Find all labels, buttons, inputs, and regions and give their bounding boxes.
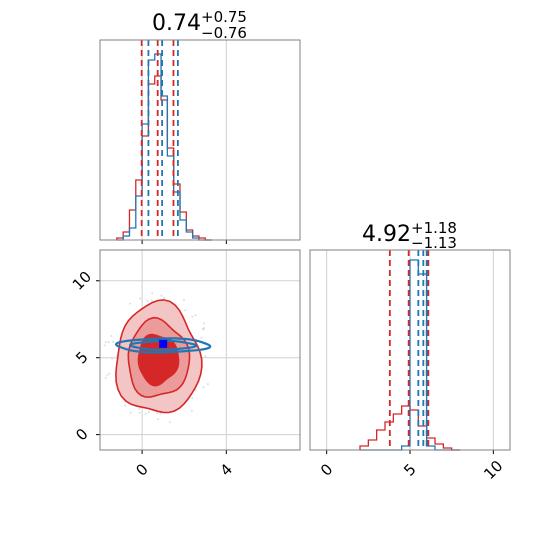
scatter-point bbox=[129, 302, 132, 305]
panel1-histogram: 0 5 10 bbox=[309, 249, 511, 483]
scatter-point bbox=[110, 334, 113, 337]
scatter-point bbox=[203, 326, 206, 329]
scatter-point bbox=[204, 355, 207, 358]
scatter-point bbox=[169, 421, 172, 424]
scatter-point bbox=[202, 322, 205, 325]
scatter-point bbox=[191, 315, 194, 318]
blue-contour-0 bbox=[114, 337, 212, 354]
scatter-point bbox=[138, 407, 141, 410]
panel0-title: 0.74 +0.75 −0.76 bbox=[152, 8, 247, 42]
panel2-frame bbox=[99, 249, 301, 451]
scatter-point bbox=[157, 418, 160, 421]
scatter-point bbox=[200, 336, 203, 339]
scatter-point bbox=[147, 411, 150, 414]
scatter-point bbox=[104, 377, 107, 380]
scatter-point bbox=[156, 412, 159, 415]
panel0-hist-series-1 bbox=[116, 53, 212, 241]
marker-0 bbox=[152, 356, 161, 365]
scatter-point bbox=[103, 344, 106, 347]
scatter-point bbox=[139, 297, 142, 300]
panel0-frame bbox=[99, 39, 301, 241]
scatter-point bbox=[150, 299, 153, 302]
scatter-point bbox=[146, 299, 149, 302]
scatter-point bbox=[123, 404, 126, 407]
scatter-point bbox=[160, 294, 163, 297]
panel0-title-value: 0.74 bbox=[152, 11, 201, 36]
scatter-point bbox=[108, 372, 111, 375]
panel1-title: 4.92 +1.18 −1.13 bbox=[362, 219, 457, 252]
scatter-point bbox=[190, 409, 193, 412]
marker-1 bbox=[159, 339, 168, 348]
panel1-title-plus: +1.18 bbox=[411, 219, 457, 237]
scatter-point bbox=[159, 412, 162, 415]
scatter-point bbox=[206, 383, 209, 386]
scatter-point bbox=[104, 341, 107, 344]
panel0-title-minus: −0.76 bbox=[201, 24, 247, 42]
scatter-point bbox=[191, 396, 194, 399]
blue-contour-1 bbox=[129, 339, 198, 351]
scatter-point bbox=[202, 328, 205, 331]
panel1-frame bbox=[309, 249, 511, 451]
scatter-point bbox=[106, 374, 109, 377]
scatter-point bbox=[129, 411, 132, 414]
scatter-point bbox=[202, 386, 205, 389]
panel0-histogram bbox=[99, 39, 301, 244]
scatter-point bbox=[194, 314, 197, 317]
scatter-point bbox=[138, 411, 141, 414]
panel1-title-value: 4.92 bbox=[362, 222, 411, 247]
scatter-point bbox=[184, 309, 187, 312]
scatter-point bbox=[144, 412, 147, 415]
scatter-point bbox=[111, 357, 114, 360]
panel0-title-plus: +0.75 bbox=[201, 8, 247, 26]
scatter-point bbox=[163, 297, 166, 300]
scatter-point bbox=[151, 292, 154, 295]
scatter-point bbox=[107, 341, 110, 344]
panel1-title-minus: −1.13 bbox=[411, 234, 457, 252]
scatter-point bbox=[112, 340, 115, 343]
scatter-point bbox=[182, 299, 185, 302]
